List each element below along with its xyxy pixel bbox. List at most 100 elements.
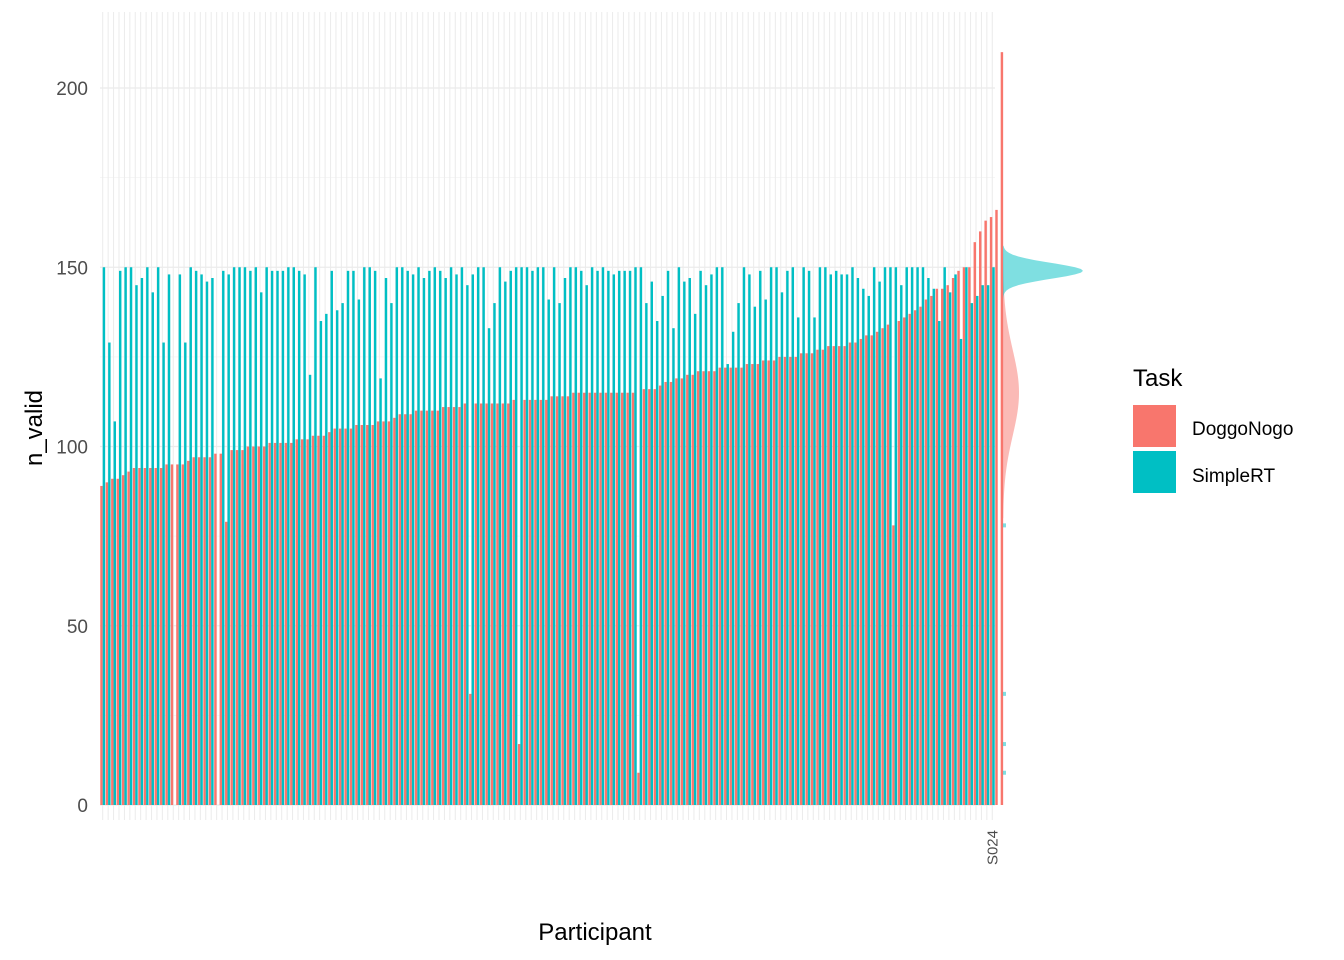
bar-simplert bbox=[395, 267, 399, 805]
bar-simplert bbox=[797, 317, 800, 805]
bar-simplert bbox=[710, 274, 713, 805]
bar-doggonogo bbox=[176, 464, 179, 805]
bar-doggonogo bbox=[214, 453, 217, 805]
bar-doggonogo bbox=[767, 360, 770, 805]
bar-doggonogo bbox=[957, 270, 960, 806]
bar-simplert bbox=[981, 285, 984, 805]
bar-doggonogo bbox=[832, 346, 835, 805]
y-tick-label: 200 bbox=[56, 79, 88, 100]
bar-doggonogo bbox=[637, 772, 640, 805]
bar-simplert bbox=[585, 285, 588, 805]
bar-simplert bbox=[590, 267, 594, 805]
bar-doggonogo bbox=[154, 468, 157, 805]
bar-simplert bbox=[449, 267, 453, 805]
bar-simplert bbox=[211, 278, 214, 805]
bar-simplert bbox=[786, 270, 789, 806]
bar-simplert bbox=[476, 267, 480, 805]
bar-simplert bbox=[932, 288, 936, 805]
bar-doggonogo bbox=[295, 439, 298, 805]
bar-simplert bbox=[335, 310, 339, 805]
bar-doggonogo bbox=[816, 349, 819, 805]
bar-doggonogo bbox=[892, 525, 895, 805]
bar-doggonogo bbox=[517, 744, 521, 805]
bar-doggonogo bbox=[496, 403, 499, 805]
bar-doggonogo bbox=[252, 446, 255, 805]
bar-simplert bbox=[308, 374, 312, 805]
bar-doggonogo bbox=[789, 356, 792, 805]
bar-simplert bbox=[992, 267, 995, 805]
y-axis-tick-labels: 0 50 100 150 200 bbox=[56, 79, 88, 817]
bar-simplert bbox=[487, 328, 491, 805]
bar-doggonogo bbox=[333, 428, 336, 805]
bar-doggonogo bbox=[680, 378, 684, 805]
bar-doggonogo bbox=[132, 468, 136, 805]
bar-simplert bbox=[693, 313, 697, 805]
bar-doggonogo bbox=[854, 342, 857, 805]
bar-doggonogo bbox=[436, 410, 440, 805]
bar-doggonogo bbox=[539, 399, 543, 805]
bar-simplert bbox=[146, 267, 149, 805]
bar-simplert bbox=[639, 267, 643, 805]
bar-simplert bbox=[439, 270, 442, 806]
bar-simplert bbox=[818, 267, 822, 805]
bar-doggonogo bbox=[512, 399, 515, 805]
bar-doggonogo bbox=[290, 442, 293, 805]
x-axis-title: Participant bbox=[538, 919, 652, 946]
bar-doggonogo bbox=[658, 385, 662, 805]
bar-doggonogo bbox=[452, 407, 456, 805]
bar-doggonogo bbox=[382, 421, 385, 805]
bar-doggonogo bbox=[409, 414, 412, 805]
bar-doggonogo bbox=[273, 442, 277, 805]
bar-doggonogo bbox=[675, 378, 678, 805]
bar-simplert bbox=[330, 270, 333, 806]
bar-simplert bbox=[455, 274, 458, 805]
bar-simplert bbox=[509, 270, 512, 806]
legend: Task DoggoNogo SimpleRT bbox=[1133, 365, 1293, 493]
bar-simplert bbox=[325, 313, 328, 805]
bar-doggonogo bbox=[257, 446, 261, 805]
bar-doggonogo bbox=[170, 464, 174, 805]
bar-simplert bbox=[178, 274, 182, 805]
bar-doggonogo bbox=[344, 428, 347, 805]
bar-doggonogo bbox=[691, 374, 694, 805]
bar-simplert bbox=[910, 267, 914, 805]
bar-doggonogo bbox=[230, 450, 233, 805]
bar-doggonogo bbox=[393, 417, 396, 805]
bar-doggonogo bbox=[946, 285, 949, 805]
bars bbox=[100, 52, 1004, 806]
bar-simplert bbox=[900, 285, 903, 805]
bar-simplert bbox=[764, 299, 767, 805]
bar-doggonogo bbox=[669, 381, 673, 805]
bar-doggonogo bbox=[843, 346, 846, 805]
bar-simplert bbox=[569, 267, 572, 805]
bar-simplert bbox=[270, 270, 274, 806]
bar-simplert bbox=[552, 267, 556, 805]
bar-simplert bbox=[726, 364, 729, 805]
bar-simplert bbox=[628, 270, 632, 806]
bar-simplert bbox=[623, 270, 626, 806]
bar-simplert bbox=[645, 303, 648, 805]
y-axis-title: n_valid bbox=[21, 390, 48, 466]
bar-simplert bbox=[959, 338, 963, 805]
bar-simplert bbox=[683, 281, 686, 806]
density-doggonogo bbox=[1003, 202, 1019, 519]
bar-doggonogo bbox=[707, 371, 711, 805]
bar-simplert bbox=[200, 274, 203, 805]
bar-simplert bbox=[780, 292, 784, 806]
bar-simplert bbox=[314, 267, 317, 805]
bar-simplert bbox=[346, 270, 350, 806]
bar-simplert bbox=[194, 270, 198, 806]
bar-simplert bbox=[954, 274, 957, 805]
y-tick-label: 50 bbox=[67, 617, 88, 638]
bar-doggonogo bbox=[821, 349, 825, 805]
bar-doggonogo bbox=[810, 353, 814, 805]
bar-simplert bbox=[791, 267, 795, 805]
bar-doggonogo bbox=[197, 457, 201, 805]
bar-simplert bbox=[287, 267, 290, 805]
bar-simplert bbox=[281, 270, 285, 806]
bar-simplert bbox=[238, 267, 241, 805]
bar-simplert bbox=[775, 267, 778, 805]
bar-doggonogo bbox=[165, 464, 168, 805]
bar-doggonogo bbox=[664, 381, 667, 805]
bar-doggonogo bbox=[441, 407, 445, 805]
